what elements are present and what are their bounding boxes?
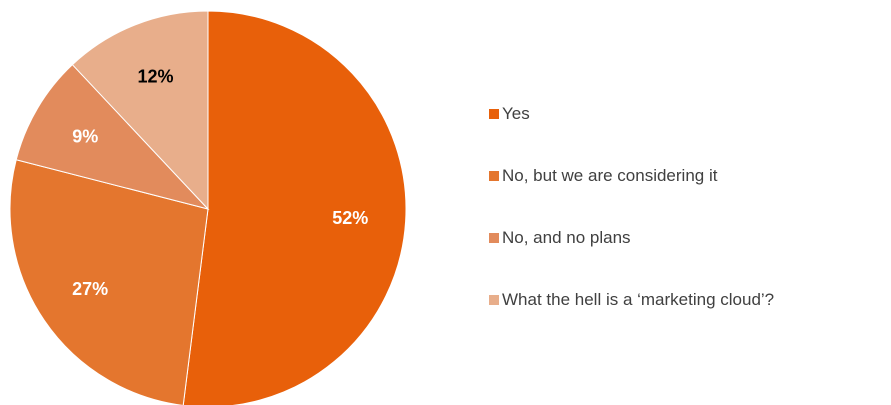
pie-label-what-is-it: 12% <box>138 66 174 86</box>
legend-swatch-considering <box>489 171 499 181</box>
legend-label-what-is-it: What the hell is a ‘marketing cloud’? <box>502 290 775 309</box>
pie-slices <box>9 10 407 405</box>
pie-slice-considering <box>9 159 209 405</box>
legend-item-yes: Yes <box>489 104 774 124</box>
legend-label-no-plans: No, and no plans <box>502 228 631 247</box>
legend-swatch-no-plans <box>489 233 499 243</box>
pie-label-no-plans: 9% <box>72 126 98 146</box>
pie-slice-yes <box>182 10 407 405</box>
legend-label-yes: Yes <box>502 104 530 123</box>
pie-slice-labels: 52% 27% 9% 12% <box>72 66 368 299</box>
legend-swatch-what-is-it <box>489 295 499 305</box>
legend-item-what-is-it: What the hell is a ‘marketing cloud’? <box>489 290 774 310</box>
pie-label-considering: 27% <box>72 279 108 299</box>
legend-item-considering: No, but we are considering it <box>489 166 774 186</box>
pie-label-yes: 52% <box>332 208 368 228</box>
legend-item-no-plans: No, and no plans <box>489 228 774 248</box>
legend-label-considering: No, but we are considering it <box>502 166 718 185</box>
pie-slice-no-plans <box>15 63 210 210</box>
chart-legend: Yes No, but we are considering it No, an… <box>489 104 774 352</box>
legend-swatch-yes <box>489 109 499 119</box>
pie-slice-what-is-it <box>71 10 209 211</box>
